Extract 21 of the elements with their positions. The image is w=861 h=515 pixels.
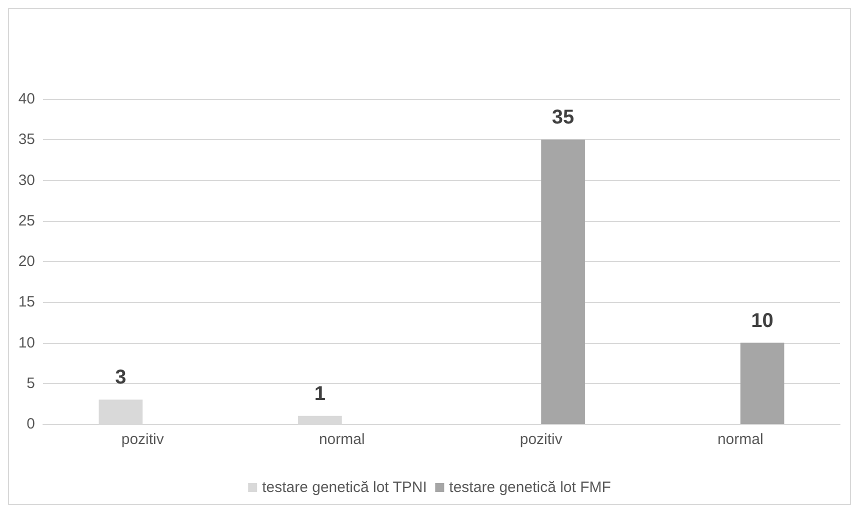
y-tick-label: 15 <box>18 294 35 311</box>
legend-label: testare genetică lot FMF <box>449 479 611 496</box>
y-tick-label: 5 <box>26 374 35 392</box>
y-tick-label: 10 <box>18 334 35 352</box>
y-tick-label: 35 <box>18 131 35 148</box>
x-tick-label: pozitiv <box>121 431 164 448</box>
y-tick-label: 40 <box>18 90 35 108</box>
y-tick-label: 0 <box>26 416 35 432</box>
x-tick-label: normal <box>717 431 764 448</box>
data-label: 10 <box>751 310 774 332</box>
data-label: 35 <box>552 106 574 129</box>
bar <box>740 342 784 424</box>
y-tick-label: 30 <box>18 172 35 189</box>
data-label: 1 <box>314 382 326 405</box>
data-label: 3 <box>115 366 126 389</box>
bar <box>541 140 585 424</box>
legend-label: testare genetică lot TPNI <box>262 479 427 496</box>
x-tick-label: pozitiv <box>520 431 563 448</box>
x-tick-label: normal <box>318 431 365 448</box>
y-tick-label: 25 <box>18 212 35 230</box>
y-tick-label: 20 <box>18 253 35 270</box>
